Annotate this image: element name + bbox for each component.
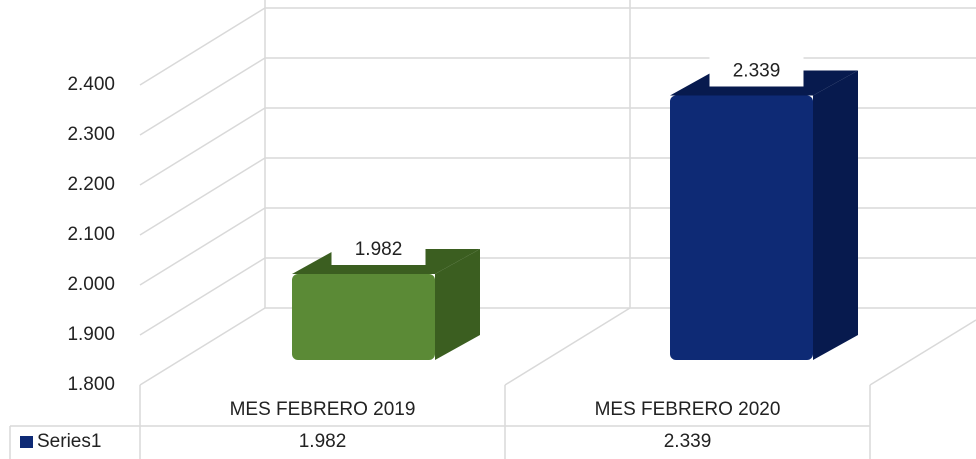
bar <box>292 274 435 360</box>
floor-edge <box>869 319 976 386</box>
data-label: 2.339 <box>733 61 781 82</box>
bar-side <box>435 249 480 360</box>
legend-label: Series1 <box>37 431 101 452</box>
y-tick-label: 2.300 <box>67 124 115 145</box>
table-value: 1.982 <box>299 431 347 452</box>
bar-side <box>813 70 858 360</box>
legend-swatch <box>20 436 33 448</box>
data-label-box <box>709 54 804 87</box>
bar <box>670 95 813 360</box>
floor-edge <box>504 307 631 386</box>
table-value: 2.339 <box>664 431 712 452</box>
data-label-box <box>331 233 426 265</box>
x-tick-label: MES FEBRERO 2019 <box>230 399 416 420</box>
y-tick-label: 1.900 <box>67 324 115 345</box>
y-tick-label: 2.400 <box>67 74 115 95</box>
y-tick-label: 1.800 <box>67 374 115 395</box>
x-tick-label: MES FEBRERO 2020 <box>595 399 781 420</box>
y-tick-label: 2.000 <box>67 274 115 295</box>
y-tick-label: 2.100 <box>67 224 115 245</box>
y-tick-label: 2.200 <box>67 174 115 195</box>
data-label: 1.982 <box>355 239 403 260</box>
grid-line <box>139 7 976 86</box>
